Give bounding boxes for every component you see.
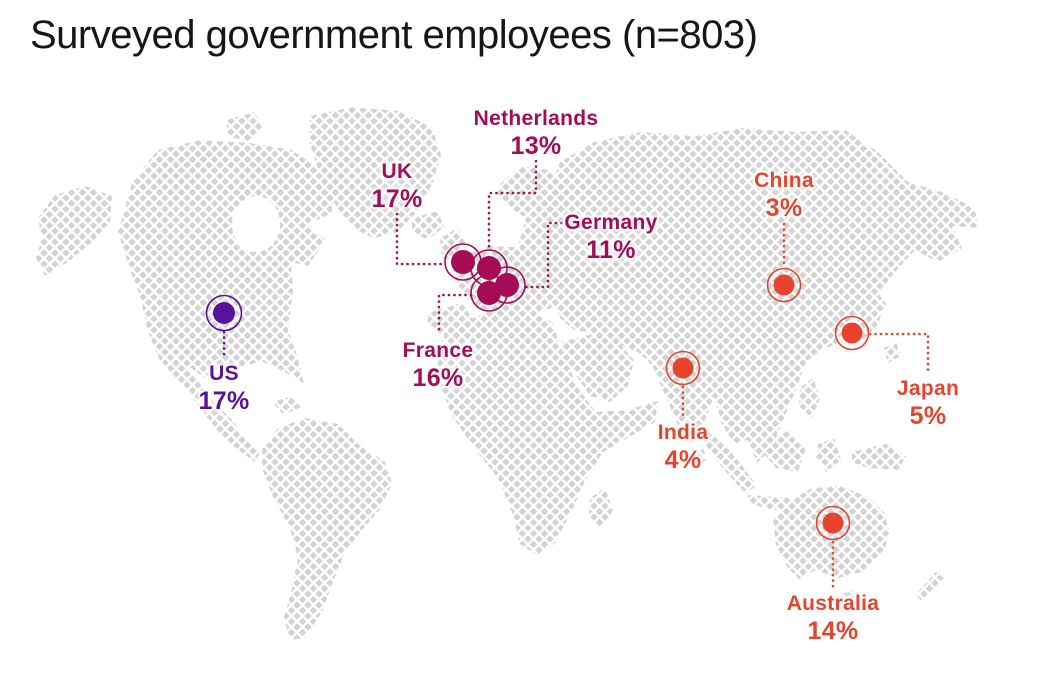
continent-north-america [118,140,336,462]
marker-ring-china [766,267,802,303]
arctic-islands-3 [234,146,276,176]
marker-dot-japan [841,322,863,344]
continent-alaska [36,186,112,276]
marker-dot-us [213,302,235,324]
islands-japan-1 [854,290,886,343]
continent-greenland [310,107,441,238]
marker-group-us [205,294,243,359]
marker-group-japan [834,315,930,373]
leader-line-uk [395,212,447,266]
island-tasmania [842,590,860,608]
islands-philippines [799,378,820,418]
islands-new-zealand [915,572,944,602]
island-sulawesi [816,438,841,472]
marker-ring-us [205,294,243,332]
marker-group-france [437,274,508,335]
leader-line-france [437,293,473,335]
marker-dot-china [773,274,795,296]
marker-dot-australia [822,512,844,534]
chart-title: Surveyed government employees (n=803) [30,13,758,57]
island-sri-lanka [692,448,707,465]
marker-group-australia [815,505,851,589]
region-arabia [562,334,634,402]
marker-group-india [665,350,701,422]
leader-line-netherlands [487,159,538,252]
marker-ring-australia [815,505,851,541]
marker-group-china [766,222,802,303]
island-iceland [412,211,444,240]
hudson-bay [232,196,280,252]
continents-layer [36,107,978,640]
islands-japan-2 [884,342,901,363]
island-sumatra [706,430,757,493]
markers-layer [205,159,930,589]
continent-africa [437,310,658,556]
marker-ring-japan [834,315,870,351]
arctic-islands-1 [166,146,220,180]
marker-dot-uk [451,250,475,274]
arctic-islands-2 [226,112,264,142]
continent-asia [540,128,978,463]
marker-dot-netherlands [477,256,501,280]
islands-caribbean [272,396,301,415]
marker-dot-france [477,281,501,305]
marker-ring-france [470,274,508,312]
leader-line-germany [523,221,569,289]
island-madagascar [589,488,613,531]
leader-line-japan [868,332,930,373]
island-new-guinea [852,444,906,470]
island-borneo [764,430,806,472]
marker-ring-india [665,350,701,386]
marker-dot-india [672,357,694,379]
continent-south-america [262,418,392,640]
marker-group-uk [395,212,482,281]
